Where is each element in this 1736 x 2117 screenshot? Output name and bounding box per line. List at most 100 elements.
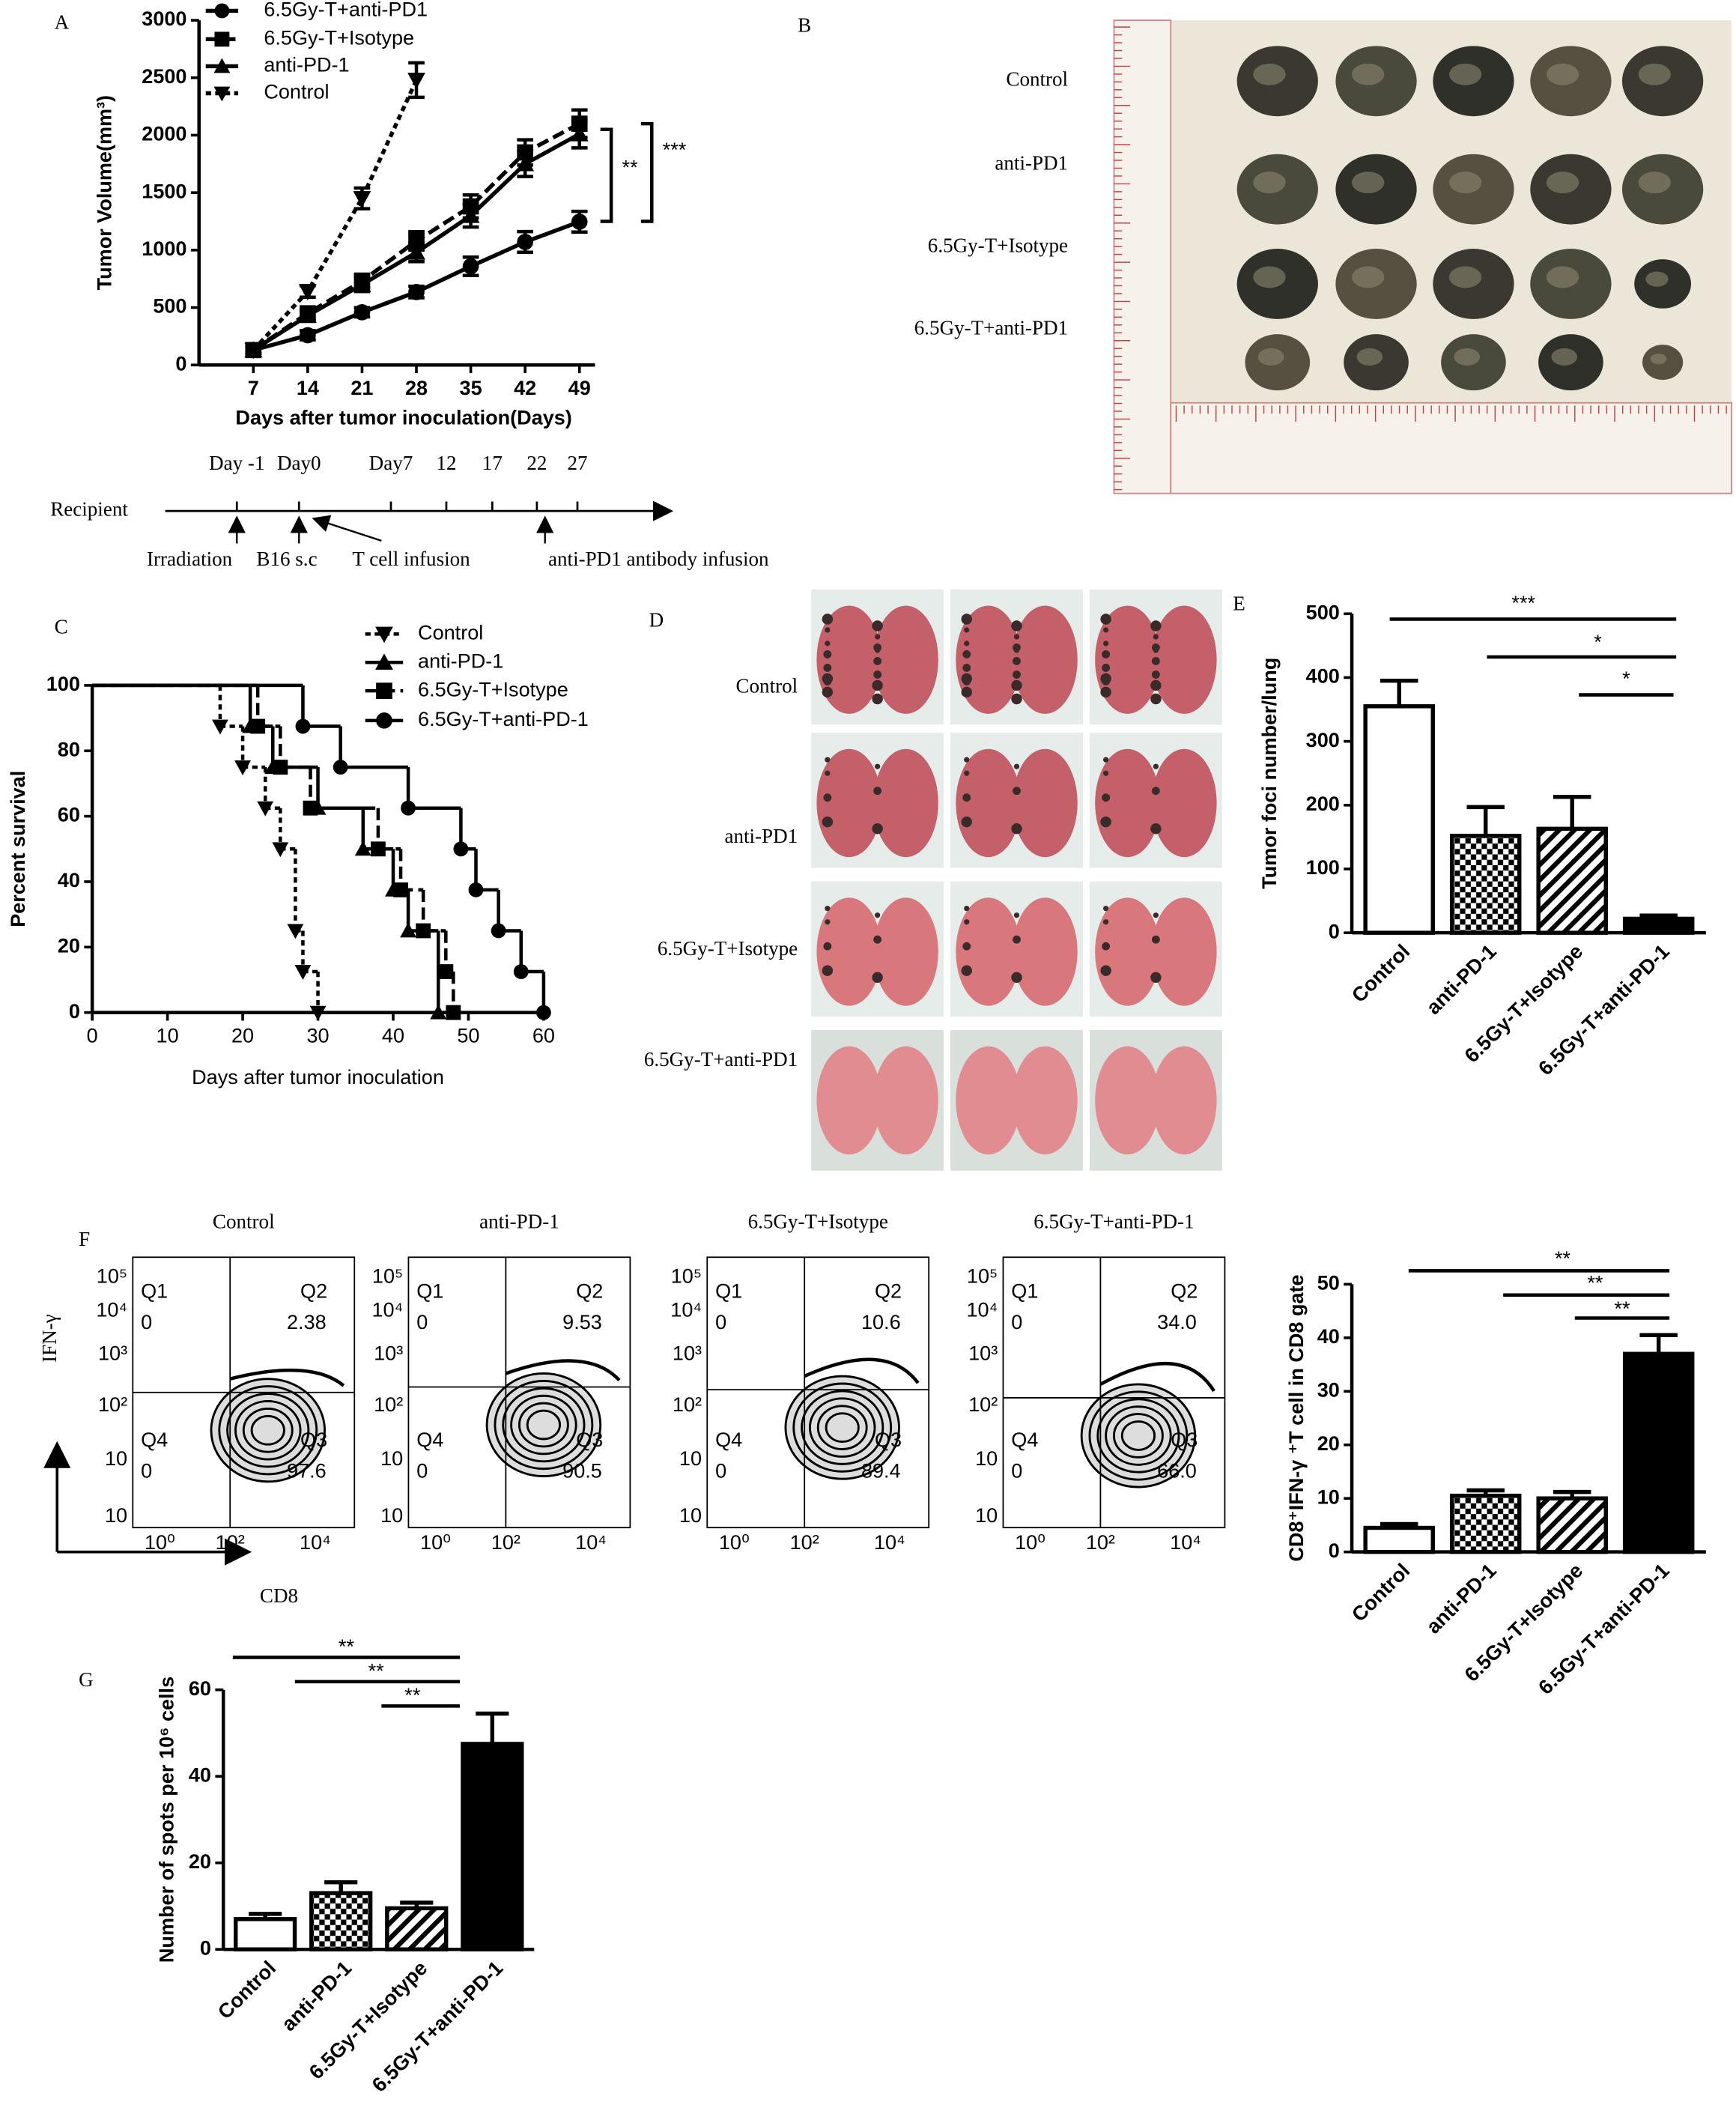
y-tick-label: 20 [189,1850,211,1873]
tumor-focus [1102,793,1111,802]
x-tick-label: anti-PD-1 [277,1957,356,2035]
significance-bracket [600,127,613,223]
y-tick-label: 40 [1317,1325,1340,1348]
tumor-focus [1100,614,1111,625]
timeline-day: Day -1 [209,452,264,474]
quadrant-value: 0 [715,1311,726,1333]
flow-x-tick: 10⁴ [300,1531,331,1554]
contour [801,1390,884,1465]
contour [825,1412,860,1444]
contour [510,1394,577,1456]
marker [250,718,266,734]
significance-label: ** [368,1659,385,1682]
tumor-focus [1151,657,1160,665]
contour [1120,1420,1156,1451]
quadrant-label: Q3 [875,1429,902,1451]
marker [517,234,533,250]
lung-lobe [873,748,938,858]
marker [461,206,480,223]
quadrant-label: Q2 [875,1279,902,1302]
flow-y-tick: 10⁵ [967,1265,998,1287]
timeline-day: Day7 [369,452,413,474]
tumor-focus [823,650,832,658]
timeline-event: anti-PD1 antibody infusion [548,548,769,570]
marker [401,800,416,816]
flow-x-tick: 10⁴ [575,1531,607,1554]
timeline-event: T cell infusion [352,548,470,570]
marker [430,1004,447,1020]
tumor-focus [825,770,831,776]
lung-lobe [816,605,882,714]
x-tick-label: Control [1347,1559,1414,1626]
lung-lobe [1151,605,1217,714]
marker [407,73,425,89]
tumor-highlight [1257,348,1284,366]
legend-label: Control [264,81,329,103]
quadrant-label: Q3 [576,1429,603,1451]
flow-x-tick: 10² [790,1531,819,1554]
marker [462,258,479,275]
lung-lobe [1151,748,1217,858]
flow-y-tick: 10³ [968,1342,998,1364]
contour [1105,1405,1172,1466]
flow-y-tick: 10⁴ [670,1299,702,1321]
significance-bracket [640,121,654,223]
significance-label: ** [1587,1272,1603,1294]
quadrant-value: 0 [1011,1311,1022,1333]
marker [354,841,371,856]
marker [213,86,231,102]
marker [214,3,230,19]
tumor-focus [873,787,882,796]
tumor-focus [875,912,881,918]
bar [234,1917,297,1951]
tumor-focus [1011,693,1022,705]
marker [408,232,425,249]
error-bar [1639,1333,1678,1354]
flow-y-tick: 10² [98,1393,127,1416]
marker [370,841,386,857]
lung-lobe [956,605,1021,714]
x-tick-label: 40 [382,1024,404,1047]
timeline-label: Recipient [50,497,128,520]
tumor-focus [961,686,972,698]
tumor-focus [1013,763,1020,769]
marker [353,275,371,292]
legend-label: Control [418,621,483,643]
lung-lobe [1013,748,1078,858]
x-tick-label: 42 [514,377,536,399]
flow-y-tick: 10 [105,1447,127,1470]
tumor-focus [1103,757,1109,763]
significance-label: *** [663,139,687,161]
flow-y-tick: 10 [975,1504,998,1527]
lung-lobe [956,897,1021,1006]
x-tick-label: 14 [297,377,319,399]
tumor-focus [872,823,883,835]
tumor-focus [961,965,972,976]
lung-lobe [1013,605,1078,714]
tumor-highlight [1448,172,1482,194]
contour [250,1414,285,1446]
panel-label: E [1233,593,1245,615]
bar [1622,1351,1695,1554]
tumor-focus [1013,670,1021,679]
x-tick-label: 7 [248,377,259,399]
marker [212,719,228,735]
flow-x-tick: 10⁴ [1170,1531,1201,1554]
flow-y-label: IFN-γ [38,1314,61,1363]
lung-lobe [873,605,938,714]
x-axis-label: Days after tumor inoculation [192,1066,444,1088]
lung-lobe [1095,1046,1160,1155]
quadrant-label: Q1 [416,1279,443,1302]
marker [453,841,469,857]
error-bar [476,1711,509,1744]
tumor-highlight [1645,271,1669,287]
tumor-focus [822,614,834,625]
contour [1088,1390,1189,1481]
tumor-focus [872,693,883,705]
tumor-highlight [1352,172,1385,194]
y-tick-label: 300 [1306,729,1340,751]
timeline-day: 12 [436,452,456,474]
contour [526,1409,561,1441]
